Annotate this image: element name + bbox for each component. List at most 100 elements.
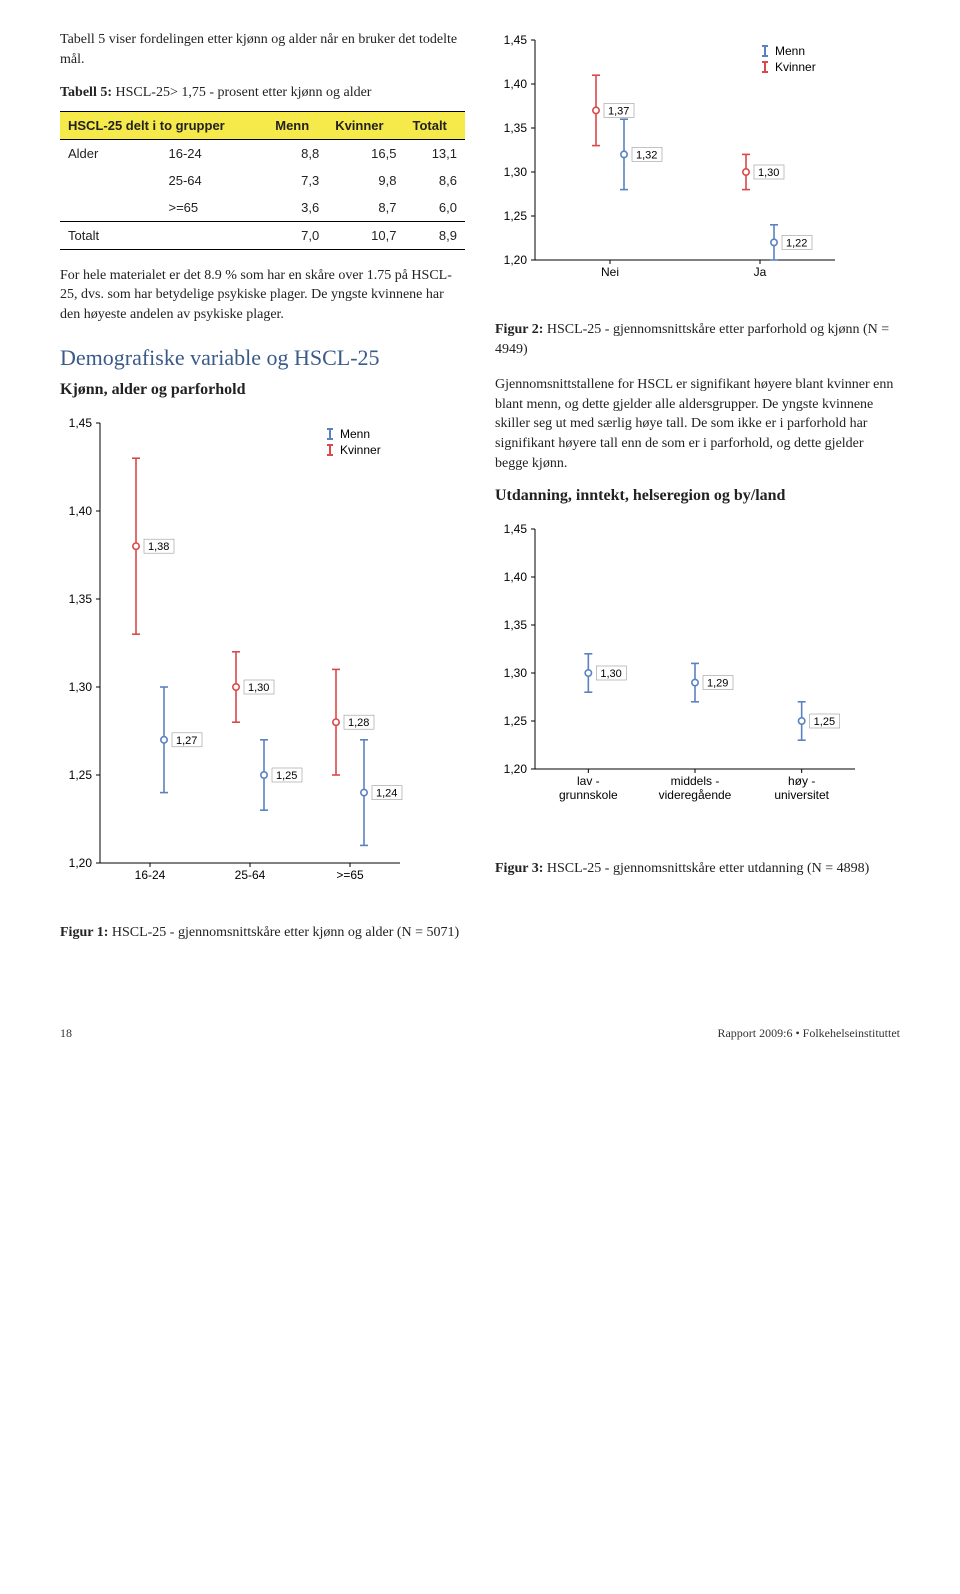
row-kvinner: 16,5: [327, 139, 404, 167]
table-total-row: Totalt7,010,78,9: [60, 221, 465, 249]
svg-text:Nei: Nei: [601, 265, 619, 279]
row-lead: Alder: [60, 139, 160, 167]
svg-text:16-24: 16-24: [135, 868, 166, 882]
figure2-caption: Figur 2: HSCL-25 - gjennomsnittskåre ett…: [495, 320, 900, 359]
table5-title-bold: Tabell 5:: [60, 85, 112, 100]
svg-text:1,38: 1,38: [148, 541, 169, 553]
table-row: >=653,68,76,0: [60, 194, 465, 222]
fig2-bold: Figur 2:: [495, 322, 543, 337]
row-kvinner: 8,7: [327, 194, 404, 222]
svg-text:1,25: 1,25: [814, 716, 835, 728]
fig1-rest: HSCL-25 - gjennomsnittskåre etter kjønn …: [108, 925, 459, 940]
row-menn: 7,3: [267, 167, 327, 194]
row-lead: [60, 167, 160, 194]
svg-text:1,29: 1,29: [707, 678, 728, 690]
svg-text:universitet: universitet: [774, 788, 829, 802]
svg-text:1,40: 1,40: [69, 504, 93, 518]
svg-text:1,30: 1,30: [504, 666, 528, 680]
svg-text:1,30: 1,30: [69, 680, 93, 694]
para2: For hele materialet er det 8.9 % som har…: [60, 266, 465, 325]
svg-text:1,25: 1,25: [504, 209, 528, 223]
figure3-caption: Figur 3: HSCL-25 - gjennomsnittskåre ett…: [495, 859, 900, 879]
row-kvinner: 9,8: [327, 167, 404, 194]
svg-text:Ja: Ja: [754, 265, 767, 279]
row-totalt: 13,1: [404, 139, 465, 167]
right-column: 1,20 1,25 1,30 1,35 1,40 1,45 Nei Ja Menn Kvinner…: [495, 30, 900, 958]
page-number: 18: [60, 1026, 72, 1041]
chart3: 1,201,251,301,351,401,45lav -grunnskolem…: [495, 519, 900, 849]
table5-head-kvinner: Kvinner: [327, 111, 404, 139]
svg-text:1,30: 1,30: [758, 167, 779, 179]
table-row: 25-647,39,88,6: [60, 167, 465, 194]
svg-text:1,20: 1,20: [69, 856, 93, 870]
svg-text:høy -: høy -: [788, 774, 815, 788]
section-demographic-heading: Demografiske variable og HSCL-25: [60, 345, 465, 371]
table5-head-group: HSCL-25 delt i to grupper: [60, 111, 267, 139]
svg-text:1,45: 1,45: [69, 416, 93, 430]
row-menn: 3,6: [267, 194, 327, 222]
svg-text:Menn: Menn: [340, 427, 370, 441]
svg-text:1,28: 1,28: [348, 717, 369, 729]
svg-text:1,32: 1,32: [636, 149, 657, 161]
table5-head-totalt: Totalt: [404, 111, 465, 139]
subhead-kjonn: Kjønn, alder og parforhold: [60, 381, 465, 399]
svg-text:videregående: videregående: [659, 788, 732, 802]
row-group: >=65: [160, 194, 267, 222]
svg-text:1,20: 1,20: [504, 253, 528, 267]
para3: Gjennomsnittstallene for HSCL er signifi…: [495, 375, 900, 473]
svg-text:lav -: lav -: [577, 774, 600, 788]
total-kvinner: 10,7: [327, 221, 404, 249]
svg-text:1,40: 1,40: [504, 77, 528, 91]
fig3-rest: HSCL-25 - gjennomsnittskåre etter utdann…: [543, 861, 869, 876]
svg-text:1,20: 1,20: [504, 762, 528, 776]
svg-text:1,30: 1,30: [600, 668, 621, 680]
svg-text:1,45: 1,45: [504, 33, 528, 47]
figure1-caption: Figur 1: HSCL-25 - gjennomsnittskåre ett…: [60, 923, 465, 943]
svg-text:Kvinner: Kvinner: [775, 60, 816, 74]
subhead-utdanning: Utdanning, inntekt, helseregion og by/la…: [495, 487, 900, 505]
footer-source: Rapport 2009:6 • Folkehelseinstituttet: [717, 1026, 900, 1041]
intro-paragraph: Tabell 5 viser fordelingen etter kjønn o…: [60, 30, 465, 69]
chart1: 1,20 1,25 1,30 1,35 1,40 1,45 16-24 25-64 >=65 Me…: [60, 413, 465, 913]
svg-text:1,35: 1,35: [504, 121, 528, 135]
row-menn: 8,8: [267, 139, 327, 167]
row-totalt: 8,6: [404, 167, 465, 194]
total-totalt: 8,9: [404, 221, 465, 249]
fig3-bold: Figur 3:: [495, 861, 543, 876]
page-columns: Tabell 5 viser fordelingen etter kjønn o…: [60, 30, 900, 958]
table5-title: Tabell 5: HSCL-25> 1,75 - prosent etter …: [60, 83, 465, 103]
svg-text:1,35: 1,35: [69, 592, 93, 606]
svg-text:grunnskole: grunnskole: [559, 788, 618, 802]
table5-head-menn: Menn: [267, 111, 327, 139]
row-group: 16-24: [160, 139, 267, 167]
svg-text:25-64: 25-64: [235, 868, 266, 882]
svg-text:1,35: 1,35: [504, 618, 528, 632]
svg-text:1,25: 1,25: [504, 714, 528, 728]
svg-text:Menn: Menn: [775, 44, 805, 58]
svg-text:1,45: 1,45: [504, 522, 528, 536]
chart2: 1,20 1,25 1,30 1,35 1,40 1,45 Nei Ja Menn Kvinner…: [495, 30, 900, 310]
svg-text:1,30: 1,30: [504, 165, 528, 179]
table-row: Alder16-248,816,513,1: [60, 139, 465, 167]
row-totalt: 6,0: [404, 194, 465, 222]
fig1-bold: Figur 1:: [60, 925, 108, 940]
svg-text:1,27: 1,27: [176, 734, 197, 746]
table5-title-rest: HSCL-25> 1,75 - prosent etter kjønn og a…: [112, 85, 371, 100]
svg-text:Kvinner: Kvinner: [340, 443, 381, 457]
total-label: Totalt: [60, 221, 267, 249]
svg-text:>=65: >=65: [336, 868, 364, 882]
svg-text:1,25: 1,25: [69, 768, 93, 782]
svg-text:1,37: 1,37: [608, 105, 629, 117]
table5: HSCL-25 delt i to grupper Menn Kvinner T…: [60, 111, 465, 250]
svg-text:1,40: 1,40: [504, 570, 528, 584]
row-lead: [60, 194, 160, 222]
row-group: 25-64: [160, 167, 267, 194]
fig2-rest: HSCL-25 - gjennomsnittskåre etter parfor…: [495, 322, 889, 357]
total-menn: 7,0: [267, 221, 327, 249]
left-column: Tabell 5 viser fordelingen etter kjønn o…: [60, 30, 465, 958]
page-footer: 18 Rapport 2009:6 • Folkehelseinstitutte…: [60, 1018, 900, 1041]
svg-text:1,24: 1,24: [376, 787, 397, 799]
svg-text:1,25: 1,25: [276, 770, 297, 782]
svg-text:1,22: 1,22: [786, 237, 807, 249]
svg-text:1,30: 1,30: [248, 682, 269, 694]
